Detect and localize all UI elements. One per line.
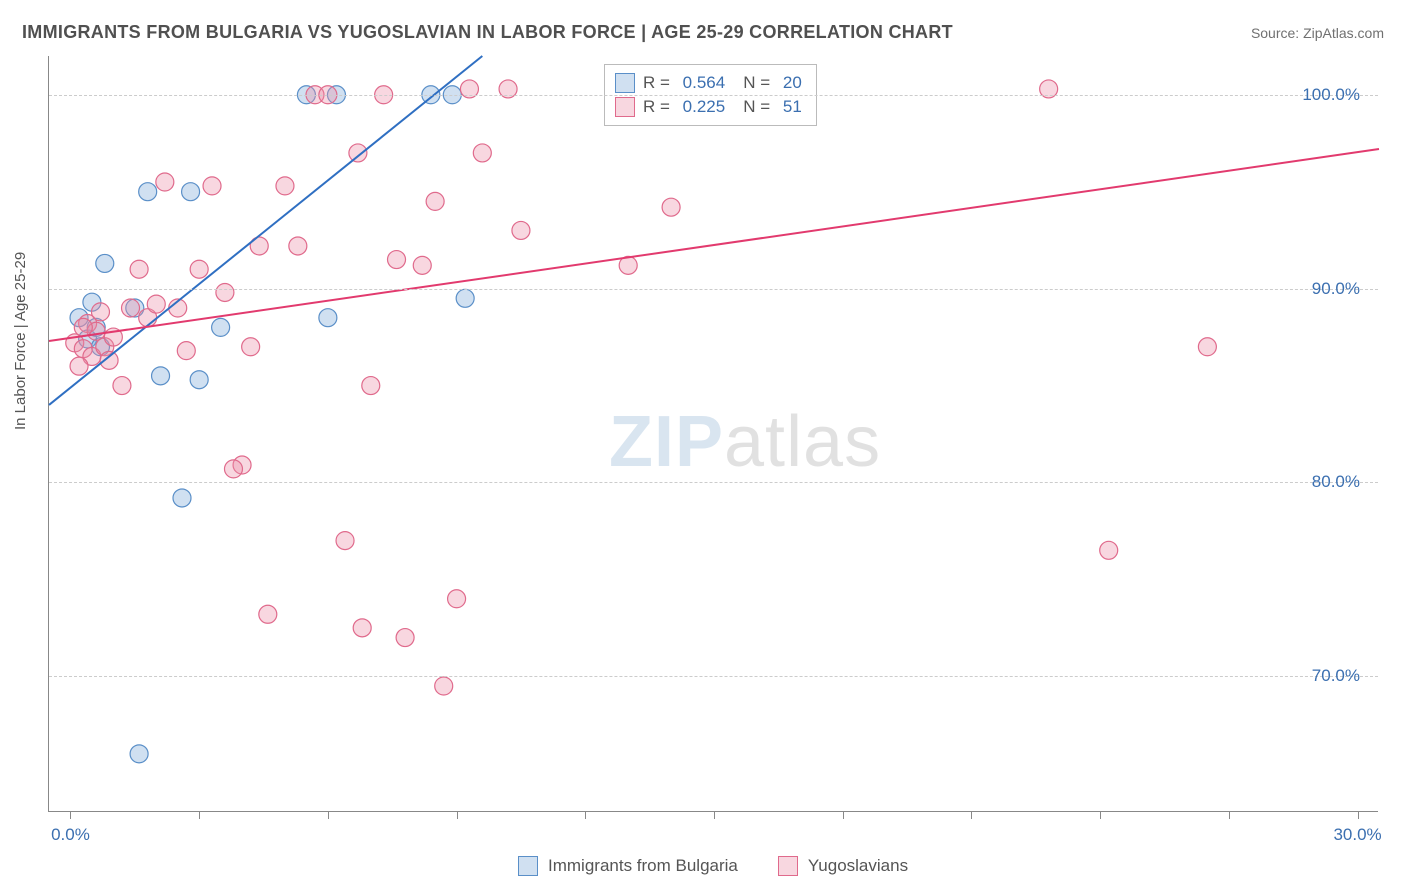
x-tick	[199, 811, 200, 819]
data-point	[156, 173, 174, 191]
data-point	[74, 318, 92, 336]
gridline-h	[49, 95, 1378, 96]
data-point	[190, 260, 208, 278]
data-point	[1100, 541, 1118, 559]
x-tick	[714, 811, 715, 819]
legend-row: R = 0.225 N = 51	[615, 95, 802, 119]
data-point	[91, 303, 109, 321]
data-point	[276, 177, 294, 195]
gridline-h	[49, 676, 1378, 677]
legend-swatch	[615, 73, 635, 93]
data-point	[70, 357, 88, 375]
data-point	[662, 198, 680, 216]
data-point	[426, 192, 444, 210]
legend-swatch	[778, 856, 798, 876]
data-point	[473, 144, 491, 162]
trend-line	[49, 56, 482, 405]
data-point	[289, 237, 307, 255]
legend-swatch	[615, 97, 635, 117]
data-point	[190, 371, 208, 389]
data-point	[353, 619, 371, 637]
data-point	[182, 183, 200, 201]
data-point	[512, 221, 530, 239]
data-point	[152, 367, 170, 385]
x-tick	[843, 811, 844, 819]
data-point	[448, 590, 466, 608]
data-point	[435, 677, 453, 695]
legend-n-value: 20	[783, 71, 802, 95]
plot-area: ZIPatlas R = 0.564N = 20R = 0.225N = 51 …	[48, 56, 1378, 812]
title-bar: IMMIGRANTS FROM BULGARIA VS YUGOSLAVIAN …	[22, 22, 1384, 43]
data-point	[456, 289, 474, 307]
legend-n-label: N =	[743, 95, 775, 119]
data-point	[388, 251, 406, 269]
legend-swatch	[518, 856, 538, 876]
legend-item: Yugoslavians	[778, 856, 908, 876]
y-tick-label: 70.0%	[1312, 666, 1360, 686]
legend-item: Immigrants from Bulgaria	[518, 856, 738, 876]
data-point	[362, 377, 380, 395]
x-tick	[70, 811, 71, 819]
data-point	[96, 254, 114, 272]
gridline-h	[49, 289, 1378, 290]
legend-r-label: R =	[643, 71, 675, 95]
legend-n-label: N =	[743, 71, 775, 95]
chart-title: IMMIGRANTS FROM BULGARIA VS YUGOSLAVIAN …	[22, 22, 953, 43]
data-point	[130, 745, 148, 763]
data-point	[1198, 338, 1216, 356]
data-point	[122, 299, 140, 317]
legend-r-label: R =	[643, 95, 675, 119]
legend-row: R = 0.564 N = 20	[615, 71, 802, 95]
x-tick-label: 0.0%	[51, 825, 90, 845]
data-point	[139, 183, 157, 201]
data-point	[396, 629, 414, 647]
x-tick	[328, 811, 329, 819]
data-point	[242, 338, 260, 356]
x-tick	[585, 811, 586, 819]
legend-n-value: 51	[783, 95, 802, 119]
data-point	[259, 605, 277, 623]
x-tick	[1100, 811, 1101, 819]
data-point	[349, 144, 367, 162]
y-axis-label: In Labor Force | Age 25-29	[12, 252, 29, 430]
chart-svg	[49, 56, 1378, 811]
legend-r-value: 0.564	[683, 71, 726, 95]
gridline-h	[49, 482, 1378, 483]
data-point	[177, 342, 195, 360]
legend-series-name: Yugoslavians	[808, 856, 908, 876]
x-tick	[971, 811, 972, 819]
x-tick-label: 30.0%	[1333, 825, 1381, 845]
data-point	[212, 318, 230, 336]
x-tick	[1229, 811, 1230, 819]
legend-series-name: Immigrants from Bulgaria	[548, 856, 738, 876]
legend-r-value: 0.225	[683, 95, 726, 119]
data-point	[173, 489, 191, 507]
x-tick	[1358, 811, 1359, 819]
data-point	[130, 260, 148, 278]
x-tick	[457, 811, 458, 819]
data-point	[216, 283, 234, 301]
source-label: Source: ZipAtlas.com	[1251, 25, 1384, 41]
data-point	[319, 309, 337, 327]
y-tick-label: 90.0%	[1312, 279, 1360, 299]
data-point	[336, 532, 354, 550]
y-tick-label: 100.0%	[1302, 85, 1360, 105]
data-point	[413, 256, 431, 274]
series-legend: Immigrants from Bulgaria Yugoslavians	[518, 856, 908, 876]
data-point	[100, 351, 118, 369]
data-point	[224, 460, 242, 478]
data-point	[113, 377, 131, 395]
y-tick-label: 80.0%	[1312, 472, 1360, 492]
data-point	[147, 295, 165, 313]
data-point	[203, 177, 221, 195]
